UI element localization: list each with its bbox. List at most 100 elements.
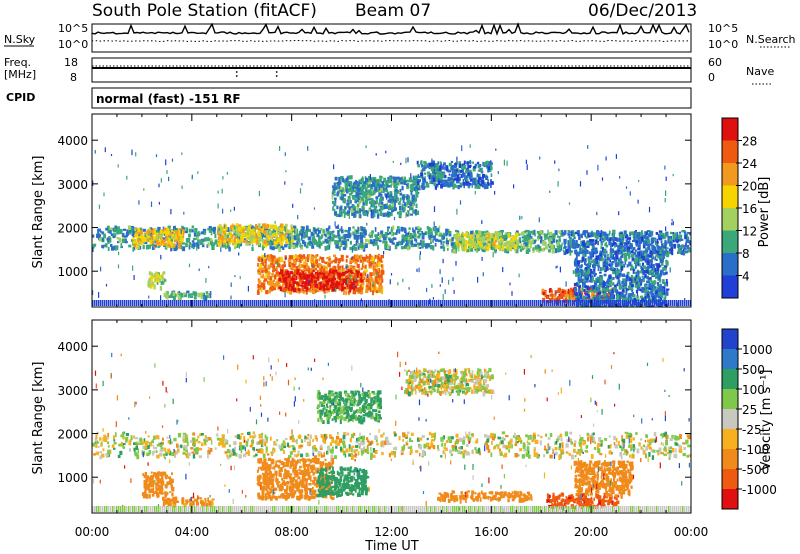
heatmap-cell [335, 225, 339, 229]
heatmap-cell [581, 241, 585, 246]
heatmap-cell [164, 239, 168, 242]
heatmap-cell [472, 235, 475, 240]
heatmap-cell [659, 283, 662, 288]
heatmap-cell [181, 225, 184, 231]
heatmap-cell [437, 178, 440, 182]
heatmap-cell [359, 192, 363, 195]
heatmap-cell [365, 275, 369, 280]
heatmap-cell [126, 229, 129, 233]
heatmap-cell [408, 230, 411, 236]
heatmap-cell [333, 193, 336, 196]
heatmap-cell [298, 230, 302, 235]
heatmap-cell [485, 234, 489, 237]
heatmap-cell [264, 259, 267, 263]
heatmap-cell [528, 239, 531, 245]
heatmap-cell [504, 241, 508, 245]
heatmap-cell [414, 177, 417, 182]
heatmap-cell [259, 256, 262, 262]
heatmap-cell [619, 239, 623, 243]
heatmap-cell [279, 241, 284, 245]
heatmap-cell [408, 227, 411, 230]
heatmap-cell [423, 172, 427, 175]
heatmap-cell [423, 178, 425, 181]
heatmap-cell [414, 181, 418, 186]
heatmap-cell [472, 178, 476, 183]
heatmap-cell [664, 244, 667, 250]
heatmap-cell [273, 258, 277, 262]
heatmap-cell [630, 286, 634, 291]
heatmap-cell [590, 241, 592, 245]
heatmap-cell [660, 295, 663, 301]
heatmap-cell [290, 232, 293, 237]
heatmap-cell [324, 284, 328, 288]
heatmap-cell [225, 242, 228, 246]
heatmap-cell [296, 271, 299, 275]
heatmap-cell [635, 249, 638, 252]
heatmap-cell [359, 290, 364, 294]
heatmap-cell [280, 244, 283, 249]
heatmap-cell [152, 230, 155, 235]
heatmap-cell [246, 242, 250, 246]
heatmap-cell [326, 256, 330, 260]
heatmap-cell [288, 243, 292, 246]
heatmap-cell [292, 259, 295, 262]
heatmap-cell [144, 232, 147, 235]
heatmap-cell [440, 162, 443, 167]
heatmap-cell [344, 233, 348, 238]
heatmap-cell [101, 244, 105, 249]
heatmap-cell [414, 187, 419, 192]
heatmap-cell [679, 237, 682, 242]
heatmap-cell [241, 226, 245, 231]
heatmap-cell [475, 230, 479, 234]
heatmap-cell [290, 256, 294, 260]
heatmap-cell [370, 239, 373, 244]
heatmap-cell [488, 243, 490, 247]
heatmap-cell [428, 162, 432, 167]
heatmap-cell [548, 240, 551, 245]
heatmap-cell [322, 276, 324, 280]
heatmap-cell [554, 230, 558, 235]
heatmap-cell [169, 241, 172, 245]
heatmap-cell [577, 245, 580, 248]
heatmap-cell [298, 264, 300, 269]
heatmap-cell [305, 262, 307, 267]
heatmap-cell [226, 227, 230, 232]
heatmap-cell [160, 241, 163, 246]
heatmap-cell [637, 263, 641, 267]
heatmap-cell [376, 209, 379, 214]
heatmap-cell [562, 249, 565, 252]
heatmap-cell [365, 287, 368, 291]
heatmap-cell [298, 239, 301, 244]
heatmap-cell [621, 248, 625, 252]
heatmap-cell [313, 276, 316, 279]
heatmap-cell [329, 242, 332, 245]
heatmap-cell [569, 237, 572, 242]
heatmap-cell [304, 283, 307, 289]
heatmap-cell [345, 177, 349, 182]
heatmap-cell [410, 186, 414, 191]
heatmap-cell [191, 243, 195, 249]
heatmap-cell [300, 226, 304, 230]
heatmap-cell [112, 236, 116, 239]
heatmap-cell [272, 227, 275, 232]
heatmap-cell [282, 269, 285, 274]
heatmap-cell [151, 232, 154, 236]
heatmap-cell [326, 289, 328, 294]
heatmap-cell [412, 209, 415, 214]
heatmap-cell [149, 286, 153, 289]
heatmap-cell [406, 210, 410, 213]
heatmap-cell [284, 223, 288, 227]
heatmap-cell [468, 182, 472, 186]
heatmap-cell [657, 276, 661, 281]
heatmap-cell [579, 245, 582, 250]
heatmap-cell [548, 288, 551, 293]
heatmap-cell [407, 205, 410, 208]
heatmap-cell [628, 261, 632, 267]
heatmap-cell [330, 261, 333, 264]
heatmap-cell [244, 232, 248, 236]
heatmap-cell [500, 230, 503, 234]
heatmap-cell [170, 246, 173, 252]
heatmap-cell [338, 185, 341, 189]
heatmap-cell [425, 243, 429, 248]
heatmap-cell [127, 225, 131, 230]
